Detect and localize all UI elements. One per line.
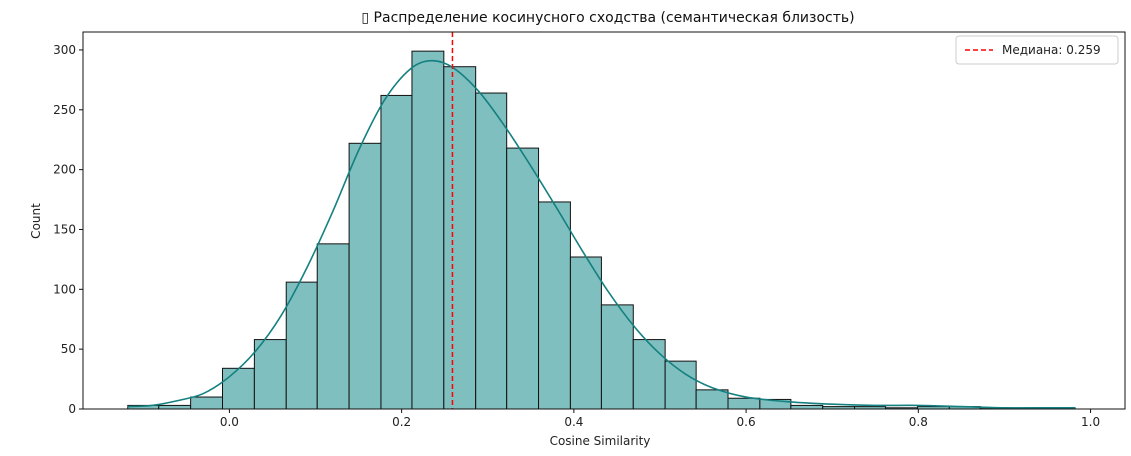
legend-box <box>955 35 1119 65</box>
chart-title: ▯ Распределение косинусного сходства (се… <box>361 10 854 26</box>
x-tick-label-5: 1.0 <box>1081 415 1100 429</box>
x-tick-label-4: 0.8 <box>909 415 928 429</box>
y-axis-label: Count <box>29 203 43 239</box>
histogram-bar-1 <box>158 404 192 410</box>
x-tick-label-0: 0.0 <box>220 415 239 429</box>
x-axis-label: Cosine Similarity <box>550 434 651 448</box>
y-tick-label-0: 0 <box>68 402 76 416</box>
histogram-bar-19 <box>727 397 761 410</box>
histogram-bar-12 <box>506 147 540 410</box>
x-tick-label-1: 0.2 <box>392 415 411 429</box>
histogram-bars <box>127 50 1076 410</box>
kde-curve <box>127 59 1076 409</box>
x-tick-label-3: 0.6 <box>737 415 756 429</box>
histogram-bar-8 <box>380 94 413 410</box>
y-tick-label-1: 50 <box>61 342 76 356</box>
histogram-bar-9 <box>411 50 445 410</box>
y-tick-label-5: 250 <box>53 103 76 117</box>
histogram-bar-7 <box>348 142 382 410</box>
x-axis-ticks: 0.0 0.2 0.4 0.6 0.8 1.0 <box>220 409 1100 429</box>
legend: Медиана: 0.259 <box>955 35 1119 65</box>
legend-median-label: Медиана: 0.259 <box>1002 43 1101 57</box>
histogram-bar-6 <box>316 243 350 410</box>
y-tick-label-6: 300 <box>53 43 76 57</box>
histogram-bar-11 <box>475 92 508 410</box>
histogram-bar-10 <box>443 66 477 410</box>
histogram-bar-14 <box>569 256 602 410</box>
y-tick-label-3: 150 <box>53 222 76 236</box>
histogram-bar-3 <box>222 367 255 410</box>
plot-frame <box>82 31 1126 410</box>
y-tick-label-4: 200 <box>53 163 76 177</box>
x-tick-label-2: 0.4 <box>564 415 583 429</box>
histogram-bar-17 <box>664 360 697 410</box>
y-axis-ticks: 0 50 100 150 200 250 300 <box>53 43 83 416</box>
histogram-bar-2 <box>190 396 223 410</box>
histogram-bar-18 <box>695 389 729 410</box>
histogram-bar-13 <box>538 201 571 410</box>
histogram-bar-16 <box>632 339 666 410</box>
histogram-bar-21 <box>790 404 824 410</box>
histogram-bar-4 <box>253 339 287 410</box>
y-tick-label-2: 100 <box>53 282 76 296</box>
histogram-bar-5 <box>285 281 318 410</box>
